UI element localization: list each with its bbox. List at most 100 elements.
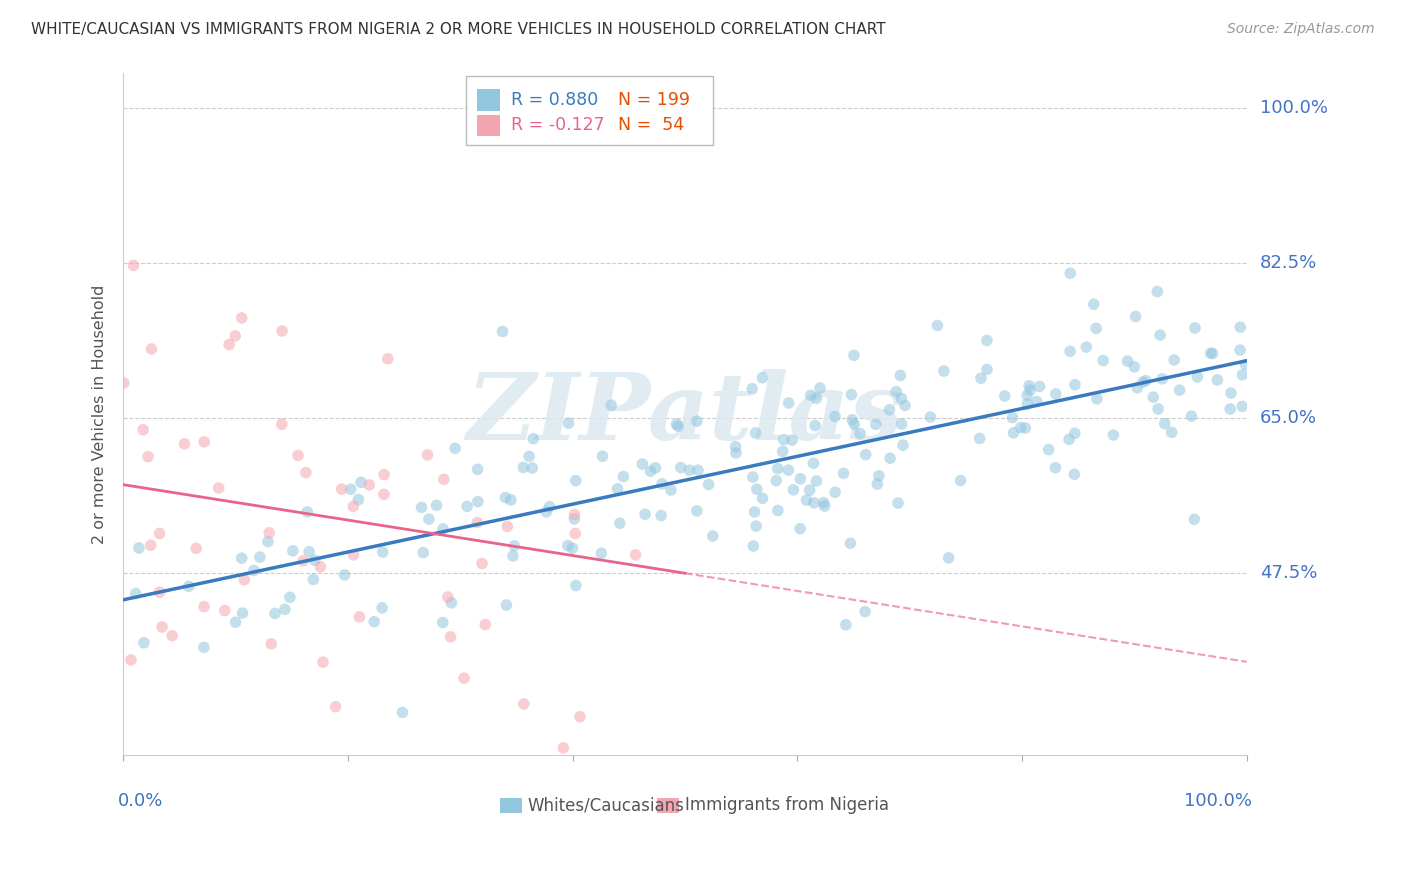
Point bbox=[744, 425, 766, 440]
Point bbox=[631, 457, 654, 471]
Point bbox=[697, 477, 720, 491]
Point bbox=[132, 636, 155, 650]
Point bbox=[853, 605, 876, 619]
Point bbox=[927, 318, 949, 333]
Point bbox=[1063, 467, 1085, 482]
Point bbox=[139, 538, 162, 552]
Point bbox=[1085, 392, 1108, 406]
Point bbox=[444, 442, 467, 456]
Point bbox=[806, 392, 828, 406]
Point bbox=[1019, 383, 1042, 397]
Point bbox=[128, 541, 150, 555]
Point bbox=[339, 482, 361, 496]
Point bbox=[832, 467, 855, 481]
Point bbox=[225, 615, 247, 630]
Point bbox=[312, 655, 335, 669]
Point bbox=[650, 508, 672, 523]
Point bbox=[889, 368, 911, 383]
Point bbox=[494, 491, 516, 505]
Point bbox=[1142, 390, 1164, 404]
Point bbox=[1092, 353, 1115, 368]
Point bbox=[1076, 340, 1098, 354]
Point bbox=[538, 500, 561, 514]
Point bbox=[744, 505, 766, 519]
Point bbox=[568, 710, 591, 724]
Point bbox=[233, 573, 256, 587]
Point bbox=[1232, 400, 1254, 414]
Point bbox=[938, 550, 960, 565]
Point bbox=[799, 483, 821, 498]
Point bbox=[347, 492, 370, 507]
Y-axis label: 2 or more Vehicles in Household: 2 or more Vehicles in Household bbox=[93, 285, 107, 543]
Point bbox=[349, 610, 371, 624]
Point bbox=[609, 516, 631, 531]
Bar bbox=[499, 797, 522, 813]
Point bbox=[522, 461, 544, 475]
Point bbox=[741, 470, 763, 484]
Point bbox=[855, 448, 877, 462]
Point bbox=[440, 596, 463, 610]
Point bbox=[231, 310, 253, 325]
Point bbox=[949, 474, 972, 488]
Bar bbox=[477, 114, 499, 136]
Point bbox=[813, 495, 835, 509]
Point bbox=[1168, 383, 1191, 397]
Point bbox=[1232, 368, 1254, 382]
Text: ZIPatlas: ZIPatlas bbox=[467, 369, 904, 458]
Point bbox=[1126, 381, 1149, 395]
Text: R = 0.880: R = 0.880 bbox=[510, 91, 598, 109]
Point bbox=[1001, 410, 1024, 425]
Text: Source: ZipAtlas.com: Source: ZipAtlas.com bbox=[1227, 22, 1375, 37]
Point bbox=[803, 496, 825, 510]
Point bbox=[214, 603, 236, 617]
Point bbox=[894, 399, 917, 413]
Point bbox=[1146, 285, 1168, 299]
Text: 100.0%: 100.0% bbox=[1184, 792, 1253, 810]
Point bbox=[803, 456, 825, 470]
Point bbox=[1059, 344, 1081, 359]
Bar bbox=[477, 89, 499, 112]
Point bbox=[976, 362, 998, 376]
Point bbox=[561, 541, 583, 556]
Point bbox=[804, 418, 827, 433]
Point bbox=[1132, 375, 1154, 389]
Point bbox=[1229, 343, 1251, 357]
Point bbox=[309, 559, 332, 574]
Text: N =  54: N = 54 bbox=[617, 117, 683, 135]
Point bbox=[373, 467, 395, 482]
Point bbox=[970, 371, 993, 385]
Point bbox=[467, 494, 489, 508]
Point bbox=[1017, 388, 1039, 402]
Point bbox=[1045, 460, 1067, 475]
Point bbox=[1229, 320, 1251, 334]
Point bbox=[976, 334, 998, 348]
Point bbox=[426, 498, 449, 512]
Text: 47.5%: 47.5% bbox=[1260, 565, 1317, 582]
Point bbox=[932, 364, 955, 378]
Point bbox=[1018, 378, 1040, 392]
Point bbox=[564, 474, 586, 488]
Point bbox=[606, 482, 628, 496]
Point bbox=[789, 472, 811, 486]
Point bbox=[766, 461, 789, 475]
Point bbox=[866, 477, 889, 491]
Point bbox=[281, 543, 304, 558]
Text: R = -0.127: R = -0.127 bbox=[510, 117, 605, 135]
Point bbox=[600, 398, 623, 412]
Point bbox=[884, 384, 907, 399]
Point bbox=[808, 381, 831, 395]
Point bbox=[411, 500, 433, 515]
Point bbox=[824, 409, 846, 424]
Point bbox=[264, 607, 287, 621]
Point bbox=[891, 438, 914, 452]
Point bbox=[772, 433, 794, 447]
Point bbox=[835, 617, 858, 632]
Point bbox=[149, 585, 172, 599]
Point bbox=[416, 448, 439, 462]
Point bbox=[141, 342, 163, 356]
Point bbox=[800, 388, 823, 402]
Point bbox=[1187, 370, 1209, 384]
Text: 65.0%: 65.0% bbox=[1260, 409, 1317, 427]
Point bbox=[1149, 328, 1171, 343]
Point bbox=[193, 599, 215, 614]
